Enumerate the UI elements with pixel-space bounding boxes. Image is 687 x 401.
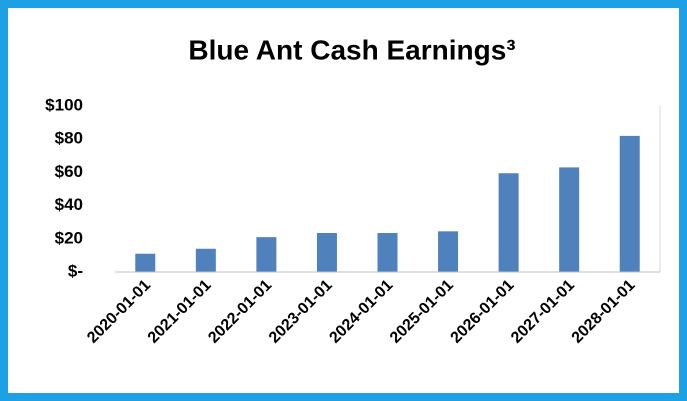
- y-tick-label: $60: [55, 162, 83, 181]
- bar: [619, 135, 640, 272]
- y-tick-label: $100: [45, 95, 83, 114]
- bar: [438, 231, 459, 272]
- y-tick-label: $40: [55, 195, 83, 214]
- bar: [559, 167, 580, 272]
- bar: [195, 248, 216, 272]
- bar: [316, 232, 337, 272]
- y-tick-label: $-: [68, 261, 83, 280]
- bar: [377, 232, 398, 272]
- bar: [498, 173, 519, 272]
- y-tick-label: $20: [55, 228, 83, 247]
- bar: [135, 253, 156, 272]
- chart-title: Blue Ant Cash Earnings³: [188, 34, 515, 65]
- y-tick-label: $80: [55, 129, 83, 148]
- bar: [256, 237, 277, 272]
